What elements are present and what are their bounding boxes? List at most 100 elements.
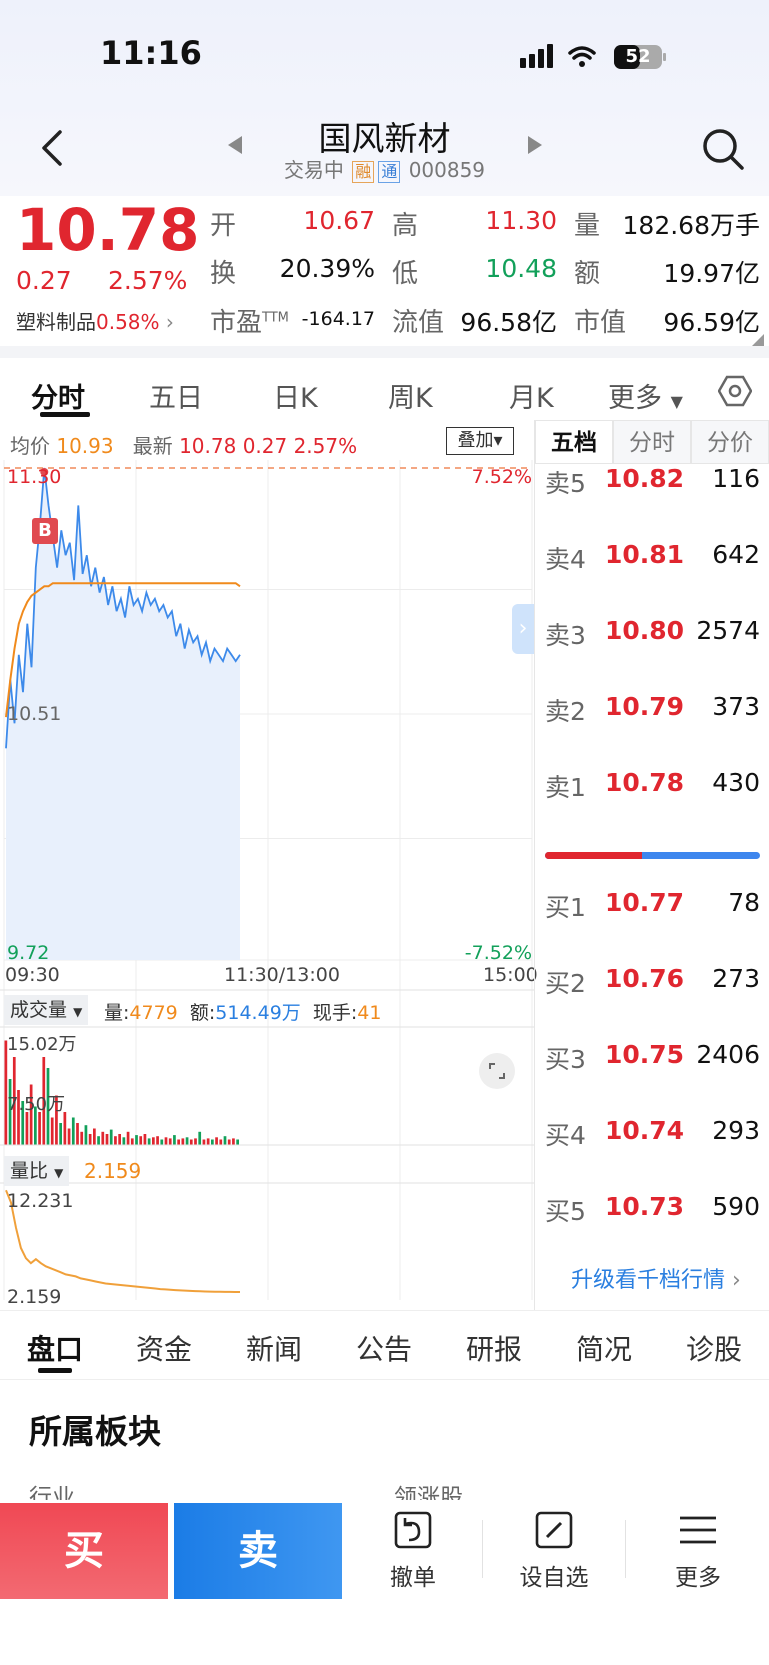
volume-bar (143, 1134, 147, 1145)
book-tab-price[interactable]: 分价 (691, 420, 769, 464)
volume-bar (173, 1135, 176, 1145)
volume-bar (105, 1134, 109, 1145)
volume-bar (227, 1139, 231, 1145)
volume-bar (50, 1117, 54, 1145)
detail-tab-underline (38, 1368, 72, 1373)
volume-bar (97, 1136, 100, 1145)
sell-button[interactable]: 卖 (174, 1503, 342, 1599)
signal-icon (520, 44, 553, 68)
tab-minute[interactable]: 分时 (31, 383, 85, 414)
quote-panel (0, 196, 769, 346)
volume-bar (223, 1136, 227, 1145)
volume-info: 量:4779 额:514.49万 现手:41 (104, 1002, 382, 1024)
undo-icon (394, 1511, 432, 1549)
fullscreen-icon[interactable] (478, 1052, 516, 1090)
bid-row[interactable]: 买3 10.75 2406 (535, 1040, 769, 1080)
latest-value: 10.78 (179, 434, 237, 458)
divider (625, 1520, 626, 1578)
battery-icon (614, 45, 666, 69)
tab-more[interactable]: 更多 ▼ (608, 383, 683, 414)
corner-expand-icon[interactable] (752, 334, 764, 346)
upgrade-link[interactable]: 升级看千档行情 › (571, 1268, 741, 1293)
detail-tab-2[interactable]: 新闻 (246, 1333, 303, 1366)
time-start: 09:30 (5, 964, 60, 986)
axis-bottom-price: 9.72 (7, 942, 50, 964)
cancel-order-button[interactable]: 撤单 (353, 1510, 473, 1592)
volume-bar (21, 1101, 25, 1145)
sector-pct: 0.58% (96, 310, 160, 334)
settings-icon[interactable] (718, 374, 752, 408)
tab-five-day[interactable]: 五日 (149, 383, 203, 414)
volume-bar (34, 1106, 37, 1145)
stock-code: 000859 (408, 158, 486, 182)
volume-max: 15.02万 (7, 1034, 77, 1055)
volume-bar (38, 1112, 41, 1145)
quote-label: 开 (210, 211, 237, 241)
latest-change: 0.27 (242, 434, 288, 458)
overlay-button[interactable]: 叠加▾ (446, 427, 514, 455)
quote-value: 10.67 (303, 206, 375, 235)
tab-monthly-k[interactable]: 月K (509, 383, 554, 414)
search-icon[interactable] (700, 126, 746, 172)
tab-daily-k[interactable]: 日K (273, 383, 318, 414)
volume-bar (236, 1139, 239, 1145)
detail-tabs (0, 1310, 769, 1380)
level-name: 卖3 (545, 621, 586, 650)
sector-link[interactable]: 塑料制品0.58% › (16, 306, 174, 335)
volume-selector[interactable]: 成交量 ▼ (4, 995, 89, 1025)
volume-bar (88, 1134, 92, 1145)
ratio-selector[interactable]: 量比 ▼ (4, 1156, 70, 1186)
level-volume: 2406 (696, 1040, 760, 1069)
add-watchlist-button[interactable]: 设自选 (494, 1510, 614, 1592)
detail-tab-6[interactable]: 诊股 (686, 1333, 743, 1366)
buy-marker[interactable]: B (32, 518, 58, 544)
volume-bar (130, 1138, 134, 1145)
bid-row[interactable]: 买1 10.77 78 (535, 888, 769, 928)
bid-row[interactable]: 买5 10.73 590 (535, 1192, 769, 1232)
quote-label: 市盈TTM (210, 308, 289, 338)
ask-row[interactable]: 卖2 10.79 373 (535, 692, 769, 732)
bid-row[interactable]: 买2 10.76 273 (535, 964, 769, 1004)
ask-row[interactable]: 卖3 10.80 2574 (535, 616, 769, 656)
ask-row[interactable]: 卖1 10.78 430 (535, 768, 769, 808)
detail-tab-0[interactable]: 盘口 (27, 1333, 84, 1366)
level-name: 买4 (545, 1121, 586, 1150)
quote-value: 182.68万手 (622, 211, 760, 240)
level-price: 10.77 (605, 888, 685, 917)
tab-weekly-k[interactable]: 周K (388, 383, 433, 414)
volume-bar (139, 1136, 143, 1145)
level-volume: 273 (712, 964, 760, 993)
detail-tab-3[interactable]: 公告 (356, 1333, 413, 1366)
caret-down-icon: ▼ (670, 392, 683, 411)
latest-pct: 2.57% (293, 434, 358, 458)
detail-tab-5[interactable]: 简况 (576, 1333, 633, 1366)
volume-bar (25, 1112, 29, 1145)
more-button[interactable]: 更多 (638, 1510, 758, 1592)
buy-button[interactable]: 买 (0, 1503, 168, 1599)
detail-tab-1[interactable]: 资金 (136, 1333, 193, 1366)
bid-row[interactable]: 买4 10.74 293 (535, 1116, 769, 1156)
next-stock-icon[interactable] (526, 134, 544, 156)
book-tab-five[interactable]: 五档 (535, 420, 613, 464)
order-book: 五档 分时 分价 卖5 10.82 116 卖4 10.81 642 卖3 10.80 2574… (534, 420, 769, 1310)
ask-row[interactable]: 卖4 10.81 642 (535, 540, 769, 580)
volume-amount: 514.49万 (215, 1002, 301, 1024)
ask-row[interactable]: 卖5 10.82 116 (535, 464, 769, 504)
book-tab-minute[interactable]: 分时 (613, 420, 691, 464)
volume-bar (185, 1137, 189, 1145)
prev-stock-icon[interactable] (226, 134, 244, 156)
level-volume: 642 (712, 540, 760, 569)
volume-bar (55, 1095, 58, 1145)
quote-value: 10.48 (485, 254, 557, 283)
volume-bar (152, 1137, 155, 1145)
detail-tab-4[interactable]: 研报 (466, 1333, 523, 1366)
volume-bar (194, 1138, 197, 1145)
quote-value: 96.59亿 (663, 308, 760, 337)
expand-book-handle[interactable]: › (512, 604, 534, 654)
back-icon[interactable] (38, 128, 66, 168)
volume-bar (80, 1131, 84, 1145)
time-mid: 11:30/13:00 (224, 964, 340, 986)
time-end: 15:00 (483, 964, 538, 986)
avg-label: 均价 (10, 434, 50, 458)
volume-bar (71, 1117, 75, 1145)
